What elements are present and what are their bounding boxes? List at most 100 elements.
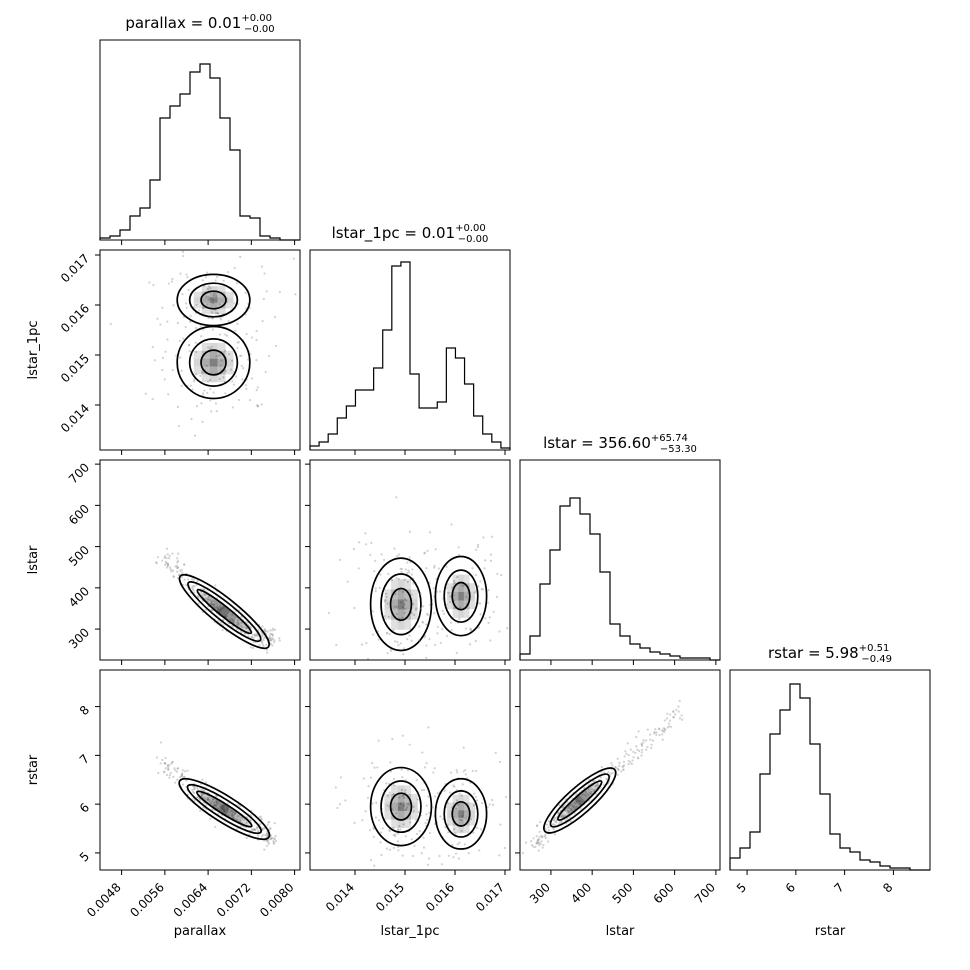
sample-point [202, 789, 206, 792]
sample-point [206, 797, 209, 800]
sample-point [240, 626, 244, 629]
sample-point [630, 762, 633, 766]
sample-point [653, 732, 656, 735]
y-tick-label-rstar: 6 [77, 800, 92, 815]
sample-point [400, 788, 404, 792]
sample-point [451, 843, 454, 847]
sample-point [447, 591, 450, 594]
sample-point [148, 281, 151, 284]
sample-point [587, 778, 591, 781]
sample-point [260, 634, 264, 638]
sample-point [199, 374, 202, 378]
density-cell [201, 291, 210, 298]
sample-point [402, 647, 406, 650]
sample-point [212, 603, 216, 606]
sample-point [384, 598, 387, 602]
sample-point [263, 827, 266, 830]
sample-point [207, 798, 210, 801]
sample-point [194, 326, 198, 330]
sample-point [239, 255, 242, 258]
sample-point [219, 605, 222, 608]
sample-point [251, 646, 254, 650]
sample-point [236, 346, 239, 350]
sample-point [266, 832, 269, 835]
sample-point [274, 839, 278, 843]
density-cell [458, 591, 464, 601]
sample-point [181, 292, 184, 296]
sample-point [462, 584, 465, 587]
sample-point [460, 794, 463, 797]
sample-point [455, 852, 458, 855]
sample-point [616, 773, 619, 776]
sample-point [404, 607, 407, 610]
density-cell [463, 802, 470, 811]
sample-point [423, 788, 426, 792]
density-cell [411, 589, 418, 600]
sample-point [346, 580, 349, 583]
sample-point [201, 794, 204, 797]
sample-point [251, 635, 254, 639]
sample-point [374, 590, 377, 593]
sample-point [271, 638, 274, 641]
sample-point [380, 853, 383, 857]
density-cell [209, 358, 218, 367]
sample-point [377, 819, 381, 822]
sample-point [253, 827, 256, 831]
sample-point [646, 728, 649, 731]
sample-point [409, 821, 412, 824]
density-cell [469, 802, 476, 811]
sample-point [166, 338, 169, 341]
sample-point [399, 567, 402, 570]
sample-point [165, 547, 169, 550]
sample-point [422, 621, 425, 624]
contour-level-1 [389, 587, 413, 622]
x-tick-label-lstar_1pc: 0.014 [323, 880, 357, 914]
sample-point [271, 836, 274, 840]
density-cell [411, 802, 418, 811]
sample-point [373, 766, 376, 769]
sample-point [425, 813, 428, 816]
sample-point [186, 769, 189, 772]
density-cell [397, 589, 405, 600]
sample-point [406, 571, 409, 575]
sample-point [338, 558, 341, 561]
sample-point [592, 780, 595, 783]
sample-point [213, 292, 216, 295]
sample-point [256, 404, 260, 407]
sample-point [210, 345, 213, 349]
sample-point [212, 602, 215, 606]
sample-point [457, 803, 460, 807]
sample-point [267, 821, 270, 824]
x-tick-label-rstar: 8 [880, 880, 895, 895]
sample-point [542, 843, 545, 847]
sample-point [167, 282, 170, 285]
density-cell [469, 583, 476, 592]
sample-point [433, 566, 436, 569]
sample-point [249, 646, 252, 649]
sample-point [555, 819, 558, 822]
sample-point [406, 561, 409, 564]
sample-point [152, 284, 155, 287]
sample-point [617, 768, 620, 771]
sample-point [487, 588, 490, 592]
sample-point [570, 808, 573, 811]
sample-point [334, 786, 337, 789]
density-cell [397, 802, 405, 811]
sample-point [636, 748, 639, 751]
density-cell [447, 591, 453, 601]
sample-point [176, 561, 179, 564]
sample-point [251, 829, 254, 832]
sample-point [179, 272, 182, 275]
sample-point [458, 617, 461, 620]
density-cell [447, 817, 453, 826]
sample-point [165, 556, 168, 560]
sample-point [163, 378, 166, 381]
sample-point [570, 807, 573, 810]
sample-point [583, 786, 586, 789]
sample-point [595, 784, 598, 787]
sample-point [171, 277, 174, 280]
sample-point [428, 637, 431, 641]
sample-point [470, 628, 473, 632]
sample-point [453, 828, 456, 831]
sample-point [266, 834, 269, 837]
